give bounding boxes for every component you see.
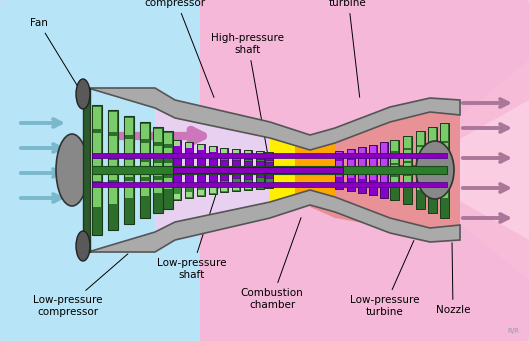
Bar [370,146,376,156]
Text: High-pressure
shaft: High-pressure shaft [212,33,285,164]
Bar [92,153,447,158]
Bar [210,147,216,152]
Text: High-pressure
compressor: High-pressure compressor [139,0,214,98]
Bar [220,148,228,192]
Bar [441,143,448,160]
Bar [369,145,377,195]
Bar [417,147,424,160]
Bar [404,163,411,174]
Bar [265,171,273,178]
Bar [210,188,216,193]
Bar [141,162,149,177]
Bar [404,150,411,161]
Bar [164,178,172,189]
Bar [391,165,398,175]
Polygon shape [270,135,335,205]
Bar [233,150,239,155]
Bar [209,147,217,157]
Bar [441,162,448,179]
Bar [347,149,355,191]
Ellipse shape [56,134,88,206]
Bar [185,142,193,198]
Bar [359,159,365,168]
Bar [266,182,272,187]
Bar [381,143,387,155]
Bar [390,140,399,200]
Bar [209,146,217,194]
Bar [336,152,342,159]
Text: Low-pressure
turbine: Low-pressure turbine [350,240,419,316]
Bar [381,171,387,183]
Bar [109,136,117,156]
Bar [245,151,251,156]
Bar [154,129,162,142]
Polygon shape [88,88,460,150]
Bar [198,145,204,150]
Bar [335,151,343,189]
Bar [186,192,192,197]
Bar [185,171,193,183]
Bar [428,127,437,213]
Bar [220,149,228,158]
Bar [257,183,263,188]
Bar [417,177,424,190]
Polygon shape [88,190,460,252]
Bar [124,116,134,224]
Bar [232,149,240,191]
Bar [154,146,162,159]
Bar [404,176,411,187]
Ellipse shape [76,231,90,261]
Bar [441,124,448,141]
Bar [125,181,133,198]
Bar [209,159,217,169]
Text: R/R: R/R [507,328,519,334]
Bar [417,162,424,175]
Bar [220,160,228,169]
Bar [125,139,133,156]
Bar [109,112,117,132]
Ellipse shape [416,141,454,199]
Bar [197,144,205,196]
Bar [93,159,101,181]
Text: Nozzle: Nozzle [436,243,470,315]
Bar [173,167,343,173]
Bar [256,152,264,159]
Text: Low-pressure
shaft: Low-pressure shaft [157,184,227,280]
Bar [232,160,240,168]
Bar [125,160,133,177]
Bar [141,143,149,158]
Bar [391,177,398,187]
Bar [256,161,264,168]
Bar [336,170,342,177]
Polygon shape [395,60,529,280]
Bar [93,107,101,129]
Text: High-pressure
turbine: High-pressure turbine [312,0,385,97]
Bar [257,152,263,157]
Bar [125,118,133,135]
Bar [348,150,354,158]
Bar [83,88,90,252]
Bar [417,132,424,145]
Bar [441,181,448,198]
Ellipse shape [76,79,90,109]
Text: Fan: Fan [30,18,81,93]
Bar [380,142,388,198]
Bar [336,161,342,168]
Bar [209,171,217,181]
Bar [93,185,101,207]
Bar [391,141,398,151]
Bar [92,182,447,187]
Bar [245,184,251,189]
Polygon shape [155,108,460,232]
Bar [92,105,102,235]
Bar [429,145,436,160]
Bar [164,163,172,174]
Bar [164,148,172,159]
Bar [140,122,150,218]
Bar [153,127,163,213]
Bar [358,147,366,193]
Bar [154,180,162,193]
Bar [141,124,149,139]
Bar [391,153,398,163]
